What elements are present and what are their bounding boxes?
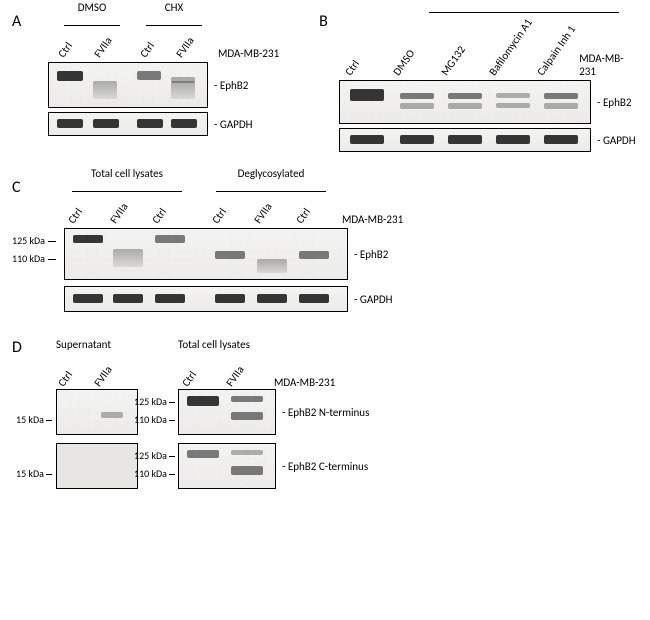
panel-d-tcl-lane-1: Ctrl <box>179 369 199 389</box>
panel-d-group-sup: Supernatant <box>56 338 138 351</box>
panel-d-marker-110a: 110 kDa <box>134 413 167 426</box>
panel-a-lane-1: Ctrl <box>55 40 75 60</box>
panel-c-lane-4: Ctrl <box>209 206 229 226</box>
panel-d-marker-110b: 110 kDa <box>134 467 167 480</box>
panel-a-lane-2: FVIIa <box>91 34 114 60</box>
panel-b-lane-5: Calpain Inh 1 <box>535 23 579 78</box>
panel-c-lane-3: Ctrl <box>149 206 169 226</box>
panel-a-lane-3: Ctrl <box>137 40 157 60</box>
panel-d-cell-line: MDA-MB-231 <box>274 376 335 389</box>
panel-c-lane-5: FVIIa <box>251 200 274 226</box>
panel-a-target-1: EphB2 <box>220 79 249 92</box>
panel-c-target-1: EphB2 <box>360 248 389 261</box>
panel-b-target-2: GAPDH <box>603 134 636 147</box>
panel-d-tcl-blot-n <box>178 389 276 435</box>
panel-d-marker-125b: 125 kDa <box>134 449 167 462</box>
panel-c-group-1: Total cell lysates <box>64 167 190 180</box>
panel-c-cell-line: MDA-MB-231 <box>342 213 403 226</box>
panel-c-lane-1: Ctrl <box>65 206 85 226</box>
panel-b-target-1: EphB2 <box>603 96 632 109</box>
panel-b-lane-2: DMSO <box>390 47 417 78</box>
panel-d-sup-lane-1: Ctrl <box>55 369 75 389</box>
panel-d-sup-lane-2: FVIIa <box>91 363 114 389</box>
panel-c-lane-2: FVIIa <box>107 200 130 226</box>
panel-letter-b: B <box>319 12 328 31</box>
panel-a: A DMSO CHX Ctrl FVIIa Ctrl FVIIa MDA-MB-… <box>12 12 291 136</box>
panel-b-cell-line: MDA-MB-231 <box>579 52 638 78</box>
panel-b-lane-3: MG132 <box>438 43 468 78</box>
panel-c-lane-6: Ctrl <box>293 206 313 226</box>
panel-c-group-2: Deglycosylated <box>208 167 334 180</box>
panel-a-group-1: DMSO <box>56 1 128 14</box>
panel-b-blot-ephb2 <box>339 80 591 124</box>
panel-c: C Total cell lysates Deglycosylated Ctrl… <box>12 178 638 312</box>
panel-d-target-2: EphB2 C-terminus <box>288 460 368 473</box>
panel-letter-d: D <box>12 338 22 357</box>
panel-b-blot-gapdh <box>339 128 591 152</box>
panel-b-lane-1: Ctrl <box>342 58 362 78</box>
panel-d-marker-15b: 15 kDa <box>16 467 44 480</box>
panel-d-group-tcl: Total cell lysates <box>178 338 369 351</box>
panel-d-marker-125a: 125 kDa <box>134 395 167 408</box>
panel-letter-a: A <box>12 12 21 31</box>
panel-b-lane-4: Bafilomycin A1 <box>487 16 536 78</box>
panel-c-blot-gapdh <box>64 286 348 312</box>
panel-d-target-1: EphB2 N-terminus <box>288 406 370 419</box>
panel-a-lane-4: FVIIa <box>173 34 196 60</box>
panel-d-marker-15a: 15 kDa <box>16 413 44 426</box>
panel-d-sup-blot-n <box>56 389 138 435</box>
panel-a-group-2: CHX <box>138 1 210 14</box>
panel-d-tcl: Total cell lysates Ctrl FVIIa MDA-MB-231… <box>178 338 369 489</box>
panel-d-supernatant: Supernatant Ctrl FVIIa 15 kDa 15 kDa <box>56 338 138 489</box>
panel-b: B 10 nM FVIIa Ctrl DMSO MG132 Bafilomyci… <box>319 12 638 152</box>
panel-c-marker-125: 125 kDa <box>12 234 45 247</box>
panel-d: D Supernatant Ctrl FVIIa 15 kDa 15 kDa T… <box>12 338 638 489</box>
panel-c-blot-ephb2 <box>64 228 348 280</box>
panel-a-target-2: GAPDH <box>220 118 253 131</box>
panel-a-blot-ephb2 <box>48 62 208 108</box>
panel-d-tcl-blot-c <box>178 443 276 489</box>
panel-c-marker-110: 110 kDa <box>12 252 45 265</box>
panel-letter-c: C <box>12 178 21 197</box>
panel-d-sup-blot-c <box>56 443 138 489</box>
panel-c-target-2: GAPDH <box>360 293 393 306</box>
panel-d-tcl-lane-2: FVIIa <box>223 363 246 389</box>
panel-a-blot-gapdh <box>48 112 208 136</box>
panel-a-cell-line: MDA-MB-231 <box>218 47 279 60</box>
